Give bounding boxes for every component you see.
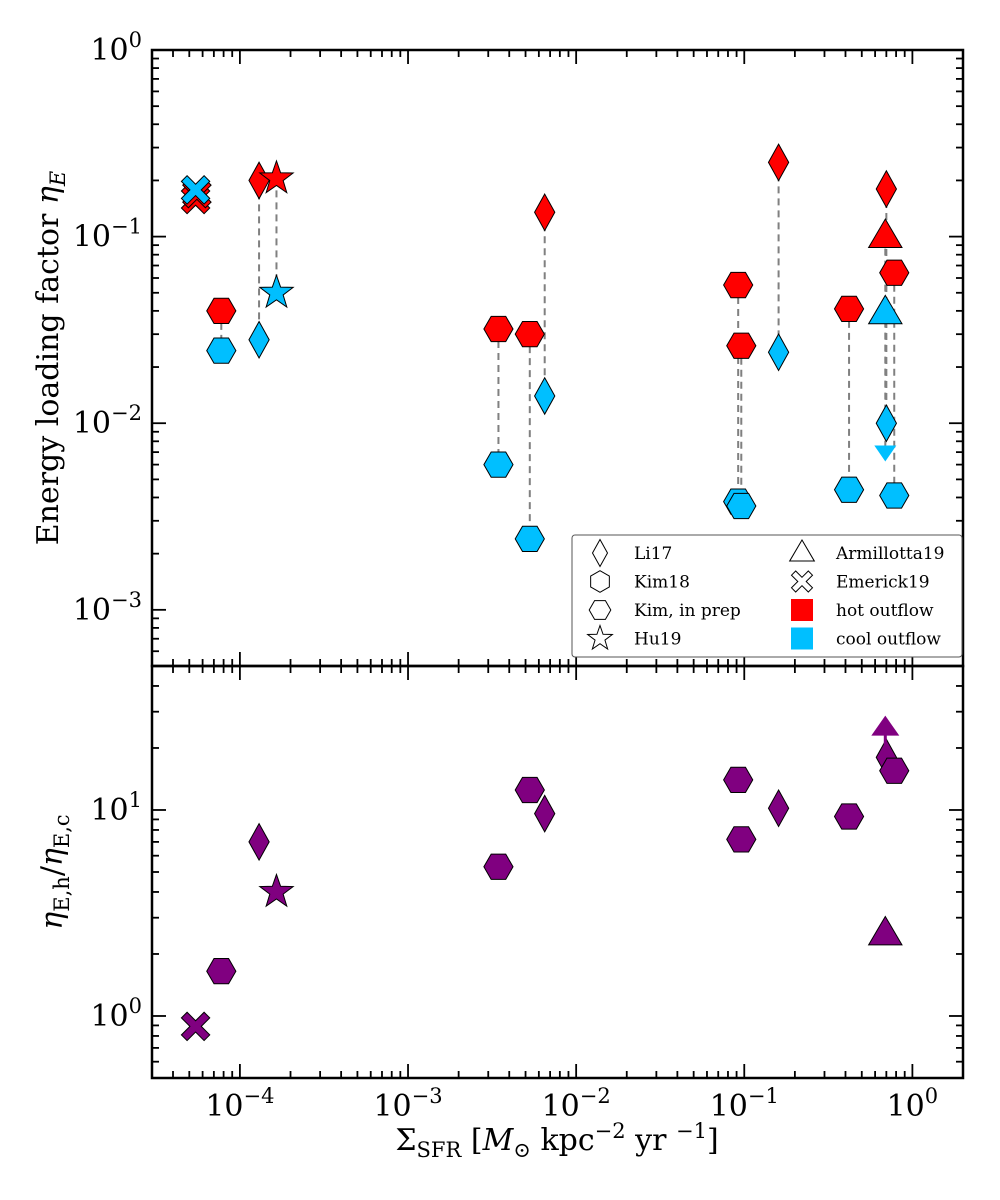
hot-point-diamond [875, 169, 898, 209]
legend-marker-x [790, 570, 814, 593]
hot-point-triangle [867, 218, 903, 248]
top-ytick-label: 10−3 [73, 588, 142, 628]
hot-point-hexagon-flat [833, 295, 865, 322]
bottom-ytick-label: 100 [90, 994, 142, 1034]
top-ytick-label: 10−2 [73, 401, 142, 441]
ratio-point-diamond [248, 822, 270, 862]
legend-box [571, 534, 963, 658]
ratio-lower-limit-arrow [871, 715, 900, 736]
cool-point-diamond [248, 320, 270, 360]
ratio-point-hexagon-flat [833, 803, 865, 830]
hot-point-star [258, 159, 295, 194]
ratio-point-x [180, 1011, 211, 1042]
cool-point-hexagon-flat [206, 337, 237, 364]
xtick-label: 100 [887, 1084, 939, 1124]
legend-label: Emerick19 [836, 573, 930, 593]
ratio-point-star [258, 872, 295, 908]
legend-label: Hu19 [634, 630, 681, 650]
cool-point-hexagon-flat [726, 492, 757, 520]
legend-marker-hexagon [590, 570, 610, 593]
xtick-label: 10−4 [205, 1084, 274, 1124]
bottom-ytick-label: 101 [90, 788, 142, 828]
top-ytick-label: 100 [90, 28, 142, 68]
top-ylabel: Energy loading factor ηE [31, 171, 70, 546]
legend-marker-hexagon-flat [588, 600, 612, 620]
legend-swatch-cool-outflow [791, 627, 813, 650]
legend-marker-diamond [591, 538, 609, 568]
cool-point-hexagon-flat [514, 525, 545, 552]
bottom-frame [150, 664, 965, 1080]
legend-label: Kim18 [634, 573, 690, 593]
xlabel: ΣSFR [M⊙ kpc−2 yr −1] [395, 1119, 718, 1162]
cool-point-hexagon-flat [483, 451, 514, 478]
xtick-label: 10−3 [373, 1084, 442, 1124]
top-ytick-label: 10−1 [73, 215, 142, 255]
ratio-point-hexagon-flat [879, 757, 910, 784]
ratio-point-diamond [533, 794, 556, 833]
ratio-point-hexagon-flat [206, 958, 237, 985]
legend-swatch-hot-outflow [791, 599, 813, 621]
xtick-label: 10−2 [542, 1084, 611, 1124]
cool-point-diamond [533, 376, 556, 416]
ratio-point-hexagon-flat [723, 766, 754, 794]
ratio-point-hexagon-flat [483, 853, 514, 880]
legend-label: cool outflow [836, 630, 941, 650]
cool-point-triangle [867, 294, 903, 325]
cool-point-diamond [875, 403, 898, 443]
ratio-point-hexagon-flat [726, 826, 757, 853]
cool-point-star [258, 273, 295, 309]
legend-label: Li17 [634, 544, 672, 564]
bottom-panel: 101 100 10−4 10−3 10−2 10−1 100 [90, 664, 965, 1124]
cool-point-diamond [767, 333, 790, 372]
legend-label: Kim, in prep [634, 601, 741, 621]
legend-label: hot outflow [836, 601, 934, 621]
bottom-ylabel: ηE,h/ηE,c [35, 814, 74, 929]
hot-point-hexagon-flat [483, 315, 514, 343]
ratio-point-diamond [767, 788, 790, 828]
hot-point-hexagon-flat [206, 297, 237, 324]
hot-point-diamond [767, 143, 790, 182]
legend-label: Armillotta19 [835, 544, 945, 564]
ratio-point-triangle [867, 915, 903, 946]
hot-point-diamond [533, 193, 556, 232]
cool-point-x [180, 174, 211, 205]
top-panel: 100 10−1 10−2 10−3 Li17 Armillotta19 Kim18 Emer… [73, 28, 965, 668]
cool-upper-limit-arrow [874, 445, 897, 462]
cool-point-hexagon-flat [833, 476, 865, 503]
hot-point-hexagon-flat [514, 321, 545, 348]
hot-point-hexagon-flat [879, 259, 910, 286]
ratio-point-hexagon-flat [514, 776, 545, 804]
hot-point-hexagon-flat [726, 332, 757, 359]
hot-point-hexagon-flat [723, 271, 754, 299]
xtick-label: 10−1 [710, 1084, 779, 1124]
cool-point-hexagon-flat [879, 482, 910, 509]
legend-marker-star [586, 623, 614, 651]
legend-marker-triangle [788, 539, 816, 562]
